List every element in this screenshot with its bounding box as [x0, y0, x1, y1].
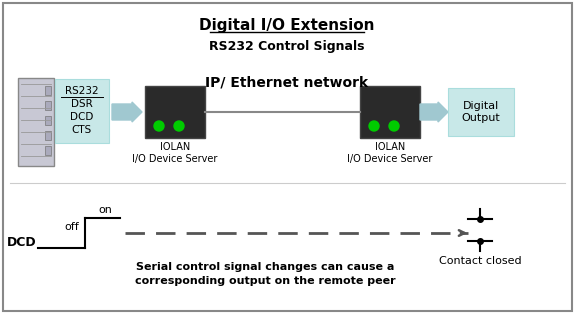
Circle shape: [369, 121, 379, 131]
FancyArrow shape: [420, 102, 448, 122]
FancyBboxPatch shape: [45, 131, 51, 140]
Text: Digital I/O Extension: Digital I/O Extension: [200, 18, 375, 33]
Text: DCD: DCD: [7, 236, 37, 248]
Text: off: off: [64, 222, 79, 232]
Text: IOLAN
I/O Device Server: IOLAN I/O Device Server: [132, 142, 218, 164]
Text: DSR: DSR: [71, 99, 93, 109]
Text: RS232 Control Signals: RS232 Control Signals: [209, 40, 365, 53]
FancyBboxPatch shape: [45, 116, 51, 125]
Text: DCD: DCD: [70, 112, 94, 122]
FancyBboxPatch shape: [145, 86, 205, 138]
Circle shape: [174, 121, 184, 131]
FancyBboxPatch shape: [55, 79, 109, 143]
Text: Digital
Output: Digital Output: [462, 101, 500, 123]
FancyBboxPatch shape: [3, 3, 572, 311]
Circle shape: [389, 121, 399, 131]
FancyBboxPatch shape: [45, 146, 51, 155]
Text: on: on: [98, 205, 112, 215]
Text: RS232: RS232: [65, 86, 99, 96]
Text: Serial control signal changes can cause a: Serial control signal changes can cause …: [136, 262, 394, 272]
FancyArrow shape: [112, 102, 142, 122]
Text: Contact closed: Contact closed: [439, 256, 522, 266]
Text: CTS: CTS: [72, 125, 92, 135]
FancyBboxPatch shape: [45, 101, 51, 110]
Text: IOLAN
I/O Device Server: IOLAN I/O Device Server: [347, 142, 433, 164]
FancyBboxPatch shape: [448, 88, 514, 136]
FancyBboxPatch shape: [45, 86, 51, 95]
Text: corresponding output on the remote peer: corresponding output on the remote peer: [135, 276, 396, 286]
FancyBboxPatch shape: [360, 86, 420, 138]
FancyBboxPatch shape: [18, 78, 54, 166]
Circle shape: [154, 121, 164, 131]
Text: IP/ Ethernet network: IP/ Ethernet network: [205, 75, 369, 89]
